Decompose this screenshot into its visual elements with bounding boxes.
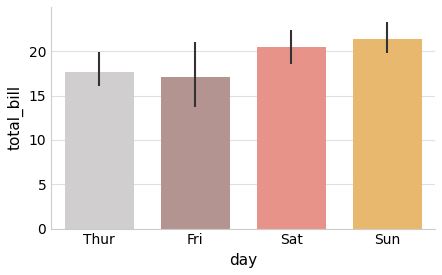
Bar: [353, 39, 422, 229]
Bar: [65, 72, 134, 229]
X-axis label: day: day: [229, 253, 257, 268]
Y-axis label: total_bill: total_bill: [7, 85, 23, 150]
Bar: [256, 47, 326, 229]
Bar: [160, 76, 230, 229]
